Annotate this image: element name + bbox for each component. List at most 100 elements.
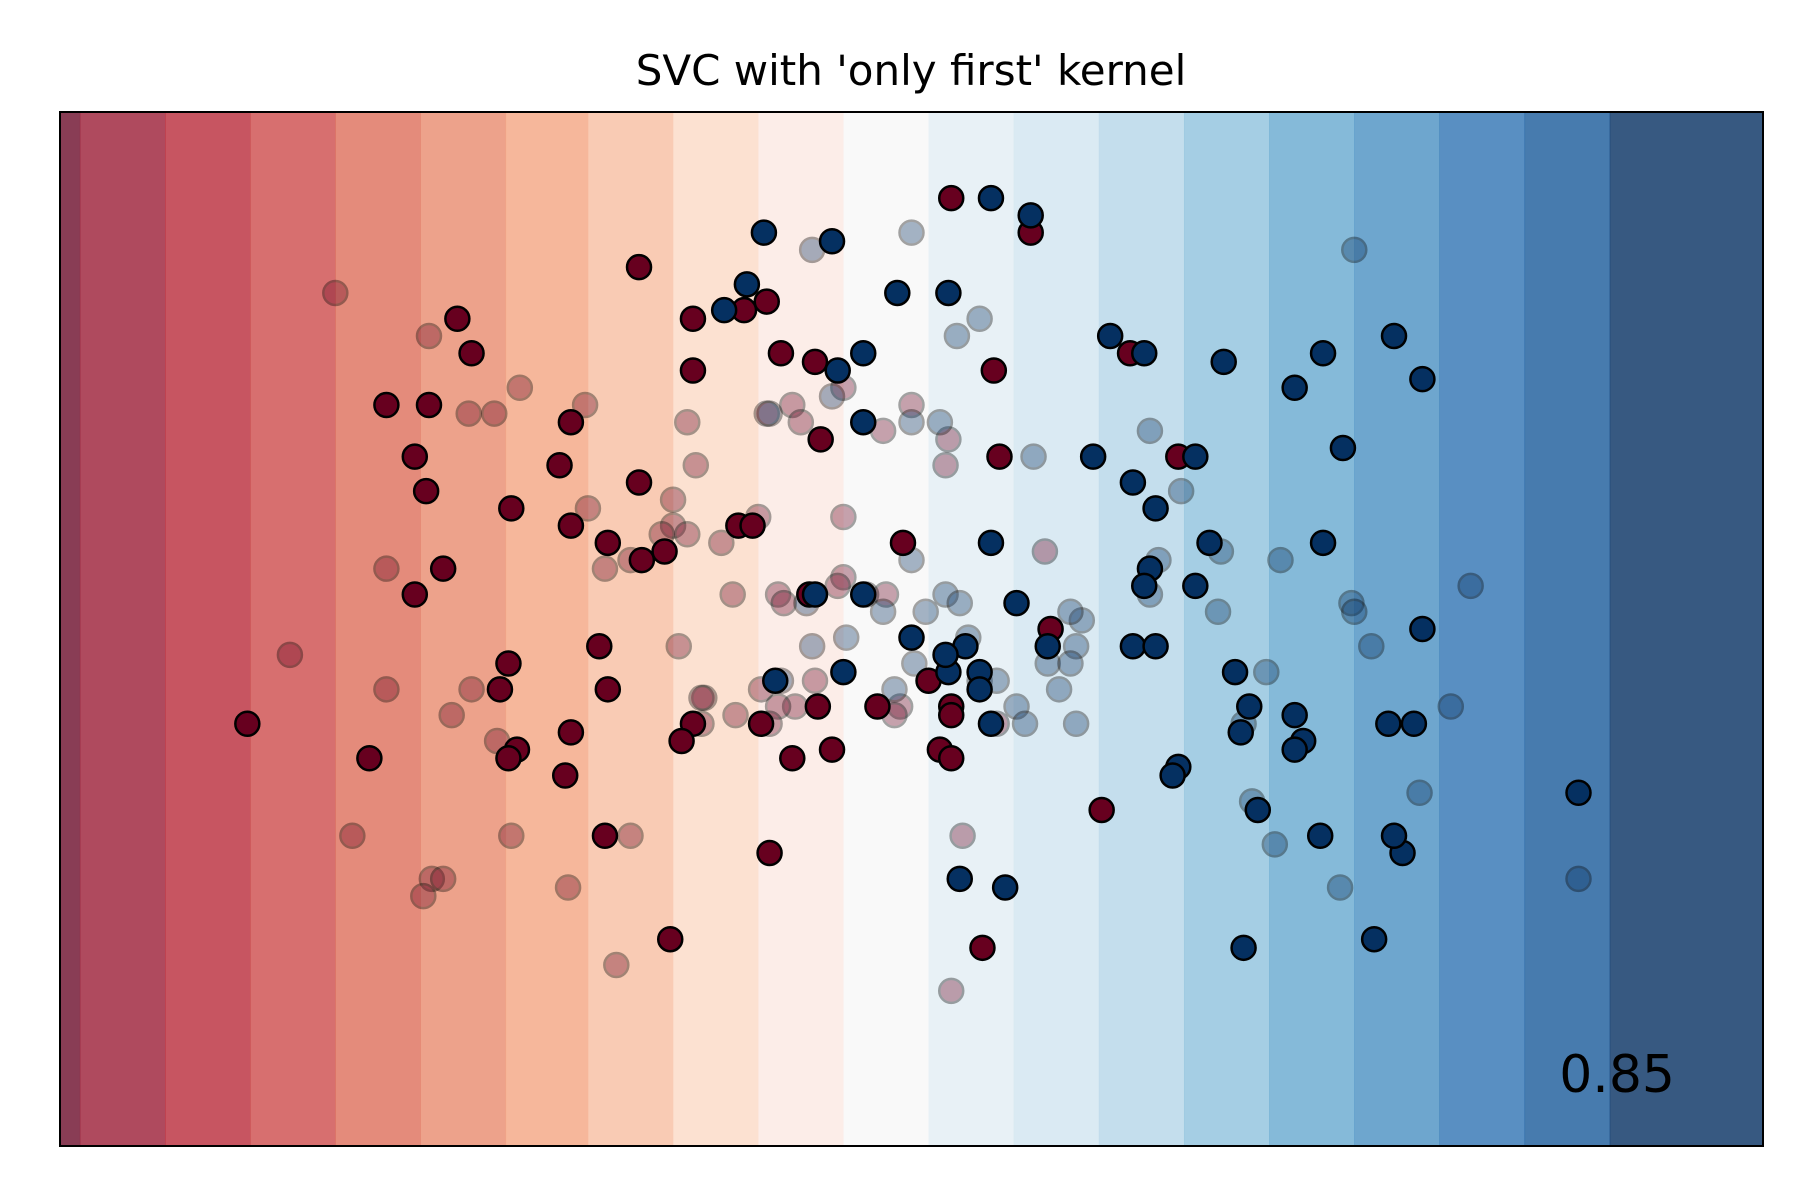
test-point-class0-55 (458, 676, 485, 703)
train-point-class1-50 (1306, 822, 1334, 850)
train-point-class0-7 (679, 305, 707, 333)
train-point-class1-42 (733, 271, 761, 298)
test-point-class1-3 (966, 305, 993, 333)
test-point-class0-30 (722, 701, 749, 729)
contour-band-9 (758, 112, 844, 1146)
train-point-class1-52 (1230, 934, 1257, 962)
train-point-class0-11 (767, 340, 795, 367)
test-point-class1-44 (881, 676, 908, 703)
test-point-class0-13 (674, 520, 701, 548)
train-point-class0-1 (625, 253, 653, 281)
test-point-class0-4 (455, 400, 482, 427)
train-point-class1-14 (1309, 529, 1337, 557)
train-point-class1-48 (1159, 762, 1186, 789)
contour-band-6 (505, 112, 589, 1146)
test-point-class0-31 (691, 684, 718, 712)
train-point-class0-44 (937, 701, 965, 729)
train-point-class0-20 (412, 477, 440, 505)
train-point-class1-32 (1281, 701, 1308, 729)
train-point-class0-14 (980, 357, 1008, 384)
train-point-class1-6 (1210, 348, 1237, 376)
train-point-class0-32 (401, 581, 429, 608)
train-point-class1-1 (884, 279, 911, 307)
train-point-class1-40 (1017, 202, 1044, 229)
test-point-class1-52 (1457, 572, 1484, 600)
train-point-class1-53 (946, 865, 974, 893)
test-point-class0-10 (373, 555, 400, 582)
test-point-class1-4 (943, 322, 971, 350)
contour-band-4 (335, 112, 421, 1146)
test-point-class0-56 (949, 822, 976, 850)
train-point-class1-4 (1096, 322, 1124, 350)
train-point-class1-63 (898, 624, 925, 651)
test-point-class1-46 (798, 632, 826, 660)
chart-title: SVC with 'only first' kernel (636, 46, 1187, 95)
test-point-class0-17 (779, 391, 806, 419)
train-point-class0-24 (557, 512, 585, 539)
train-point-class1-29 (966, 676, 993, 703)
train-point-class0-29 (739, 512, 766, 539)
contour-band-3 (250, 112, 336, 1146)
test-point-class1-21 (1062, 632, 1090, 660)
test-point-class0-14 (674, 408, 701, 436)
train-point-class1-22 (1003, 589, 1030, 617)
train-point-class0-55 (779, 745, 806, 772)
test-point-class1-7 (898, 408, 925, 436)
train-point-class1-58 (762, 667, 789, 694)
test-point-class0-22 (935, 426, 962, 453)
test-point-class0-26 (764, 581, 792, 608)
test-point-class1-51 (818, 383, 846, 410)
train-point-class1-19 (1182, 572, 1209, 600)
train-point-class1-47 (849, 408, 877, 436)
train-point-class0-8 (679, 357, 707, 384)
train-point-class0-52 (551, 762, 579, 789)
accuracy-score: 0.85 (1559, 1045, 1675, 1105)
train-point-class1-5 (1130, 340, 1158, 367)
train-point-class1-57 (1565, 779, 1592, 806)
train-point-class1-23 (1034, 632, 1061, 660)
decision-function-bands (60, 112, 1763, 1146)
train-point-class0-13 (807, 426, 834, 453)
test-point-class1-15 (1338, 589, 1365, 617)
train-point-class1-10 (1281, 374, 1308, 401)
train-point-class0-61 (1088, 796, 1115, 824)
test-point-class1-5 (1136, 417, 1164, 445)
test-point-class0-39 (617, 822, 644, 850)
test-point-class0-59 (603, 951, 630, 979)
train-point-class0-50 (495, 745, 522, 772)
test-point-class0-53 (1031, 538, 1059, 565)
train-point-class0-25 (594, 529, 622, 557)
contour-band-0 (60, 112, 81, 1146)
test-point-class0-8 (659, 486, 687, 513)
train-point-class0-46 (937, 745, 965, 772)
train-point-class1-49 (1244, 796, 1272, 824)
test-point-class0-2 (506, 374, 534, 401)
test-point-class0-9 (373, 676, 400, 703)
train-point-class0-4 (415, 391, 443, 419)
train-point-class1-3 (818, 228, 846, 255)
train-point-class1-38 (1281, 736, 1308, 763)
train-point-class1-8 (1182, 443, 1209, 470)
test-point-class1-47 (901, 650, 928, 677)
train-point-class0-12 (801, 348, 829, 376)
test-point-class1-22 (1057, 598, 1084, 626)
train-point-class1-51 (1360, 925, 1388, 953)
contour-band-2 (165, 112, 251, 1146)
train-point-class1-45 (824, 357, 851, 384)
test-point-class1-45 (832, 624, 860, 651)
test-point-class0-19 (787, 408, 815, 436)
train-point-class0-19 (401, 443, 429, 470)
test-point-class1-37 (1406, 779, 1433, 806)
test-point-class0-41 (429, 865, 457, 893)
train-point-class0-58 (756, 839, 783, 867)
train-point-class1-36 (1227, 719, 1254, 746)
train-point-class0-36 (486, 676, 514, 703)
train-point-class0-57 (591, 822, 619, 850)
train-point-class1-18 (1130, 572, 1158, 600)
train-point-class0-37 (594, 676, 622, 703)
train-point-class1-13 (1329, 434, 1357, 462)
train-point-class0-28 (651, 538, 678, 565)
train-point-class1-39 (750, 219, 778, 246)
contour-band-15 (1269, 112, 1355, 1146)
train-point-class1-33 (1375, 710, 1402, 738)
